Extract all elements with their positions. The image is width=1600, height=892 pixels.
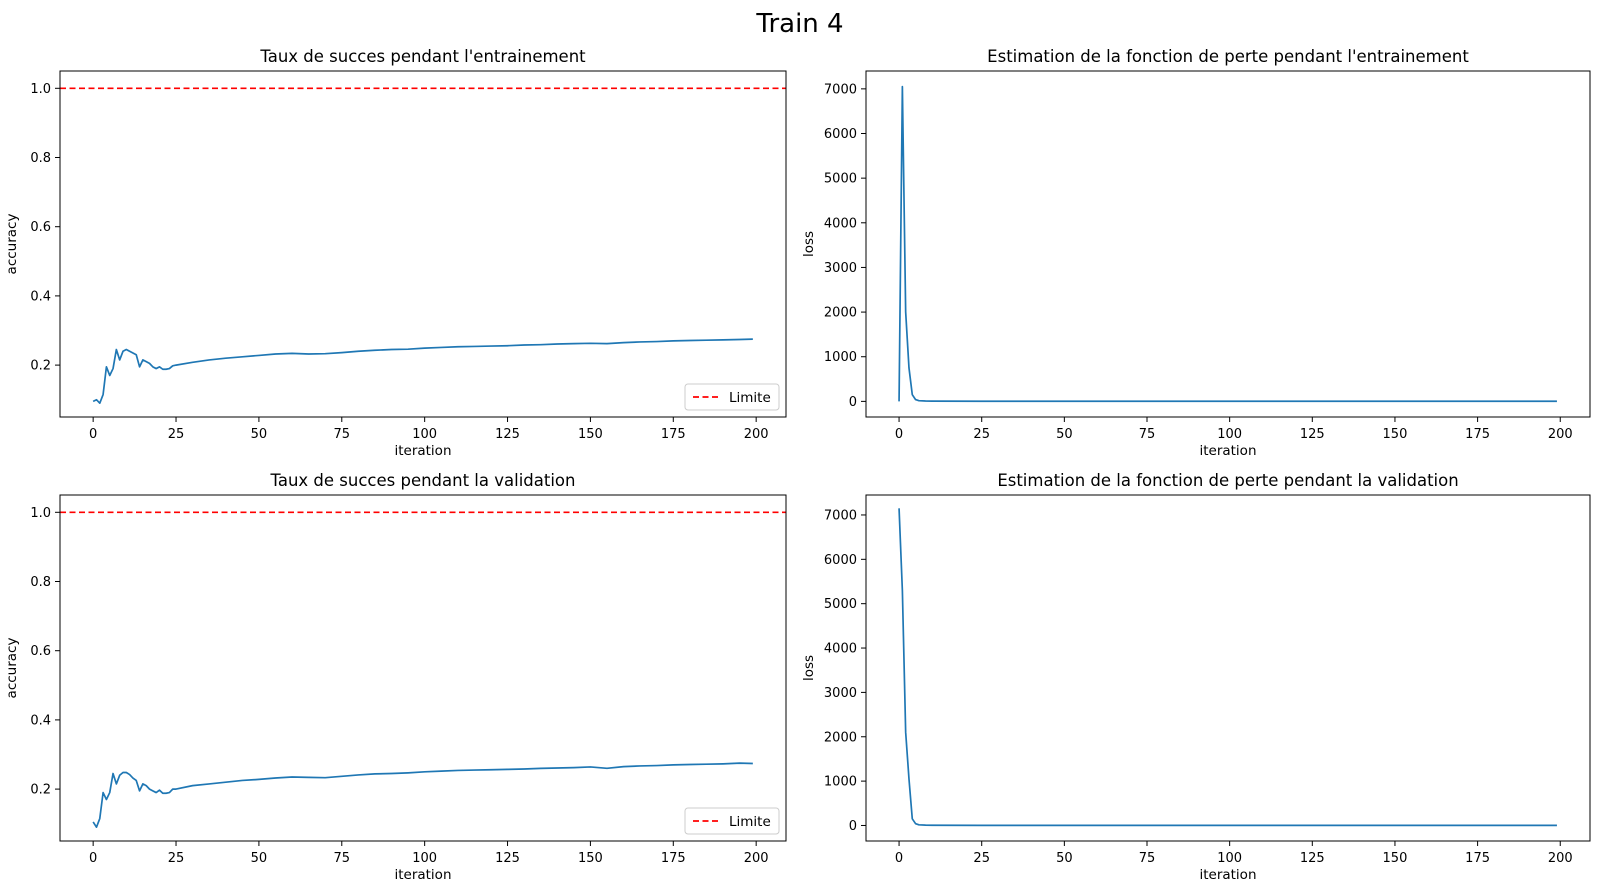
x-tick-label: 0 — [895, 851, 903, 866]
y-tick-label: 4000 — [824, 642, 857, 657]
y-axis-label: loss — [801, 231, 817, 257]
series-line — [92, 338, 753, 405]
y-tick-label: 0.8 — [30, 575, 51, 590]
x-tick-label: 50 — [1056, 851, 1073, 866]
series-line — [898, 508, 1557, 827]
x-tick-label: 150 — [578, 851, 603, 866]
y-tick-label: 0.2 — [30, 783, 51, 798]
y-tick-label: 1.0 — [30, 82, 51, 97]
axes-frame — [865, 70, 1591, 418]
chart-title: Estimation de la fonction de perte penda… — [987, 47, 1469, 66]
y-tick-label: 0.2 — [30, 359, 51, 374]
legend-label: Limite — [729, 814, 771, 830]
chart-1: Taux de succes pendant l'entrainement 0 25… — [4, 47, 787, 459]
y-tick-label: 6000 — [824, 553, 857, 568]
x-tick-label: 0 — [89, 851, 97, 866]
legend-label: Limite — [729, 390, 771, 406]
x-tick-label: 150 — [578, 427, 603, 442]
y-tick-label: 2000 — [824, 306, 857, 321]
x-tick-label: 175 — [1465, 851, 1490, 866]
x-tick-label: 75 — [334, 427, 351, 442]
plot-area — [898, 508, 1557, 827]
x-tick-label: 25 — [973, 427, 990, 442]
y-tick-label: 0 — [849, 395, 857, 410]
x-tick-label: 200 — [744, 851, 769, 866]
x-tick-label: 50 — [1056, 427, 1073, 442]
y-tick-label: 7000 — [824, 508, 857, 523]
chart-3: Taux de succes pendant la validation 0 25 5… — [4, 471, 787, 883]
y-tick-label: 1000 — [824, 350, 857, 365]
legend-box — [684, 383, 780, 411]
x-tick-label: 100 — [1217, 427, 1242, 442]
y-axis-label: accuracy — [4, 638, 20, 699]
y-tick-label: 5000 — [824, 597, 857, 612]
y-tick-label: 0.4 — [30, 289, 51, 304]
y-tick-label: 3000 — [824, 686, 857, 701]
y-tick-label: 0.6 — [30, 220, 51, 235]
x-tick-label: 175 — [661, 851, 686, 866]
x-axis-label: iteration — [1199, 867, 1256, 883]
x-tick-label: 150 — [1383, 851, 1408, 866]
chart-4: Estimation de la fonction de perte penda… — [801, 471, 1591, 883]
x-tick-label: 100 — [412, 427, 437, 442]
legend-box — [684, 807, 780, 835]
x-tick-label: 125 — [495, 851, 520, 866]
x-tick-label: 150 — [1383, 427, 1408, 442]
axes-frame — [865, 494, 1591, 842]
axes-frame — [59, 494, 787, 842]
plot-area — [60, 511, 786, 829]
x-tick-label: 0 — [895, 427, 903, 442]
y-tick-label: 0.4 — [30, 713, 51, 728]
y-tick-label: 2000 — [824, 730, 857, 745]
y-tick-label: 0.8 — [30, 151, 51, 166]
series-line — [92, 762, 753, 829]
y-tick-label: 0 — [849, 819, 857, 834]
figure-title: Train 4 — [755, 9, 843, 39]
axes-frame — [59, 70, 787, 418]
chart-title: Estimation de la fonction de perte penda… — [997, 471, 1458, 490]
series-line — [898, 85, 1557, 403]
legend: Limite — [684, 807, 780, 835]
chart-title: Taux de succes pendant la validation — [269, 471, 575, 490]
y-axis-label: loss — [801, 655, 817, 681]
y-tick-label: 5000 — [824, 172, 857, 187]
x-tick-label: 100 — [1217, 851, 1242, 866]
x-tick-label: 75 — [334, 851, 351, 866]
y-tick-label: 0.6 — [30, 644, 51, 659]
x-tick-label: 0 — [89, 427, 97, 442]
x-tick-label: 25 — [168, 427, 185, 442]
chart-title: Taux de succes pendant l'entrainement — [259, 47, 586, 66]
x-tick-label: 200 — [744, 427, 769, 442]
x-tick-label: 125 — [495, 427, 520, 442]
x-tick-label: 25 — [973, 851, 990, 866]
plot-area — [60, 87, 786, 405]
x-tick-label: 100 — [412, 851, 437, 866]
y-tick-label: 4000 — [824, 216, 857, 231]
x-tick-label: 75 — [1139, 427, 1156, 442]
x-tick-label: 200 — [1548, 427, 1573, 442]
x-tick-label: 25 — [168, 851, 185, 866]
y-tick-label: 1.0 — [30, 506, 51, 521]
plot-area — [898, 85, 1557, 403]
x-tick-label: 200 — [1548, 851, 1573, 866]
x-tick-label: 50 — [251, 851, 268, 866]
x-tick-label: 125 — [1300, 851, 1325, 866]
x-tick-label: 175 — [1465, 427, 1490, 442]
charts: Taux de succes pendant l'entrainement 0 25… — [4, 47, 1591, 883]
y-tick-label: 6000 — [824, 127, 857, 142]
y-tick-label: 3000 — [824, 261, 857, 276]
x-tick-label: 175 — [661, 427, 686, 442]
x-axis-label: iteration — [394, 443, 451, 459]
y-tick-label: 7000 — [824, 82, 857, 97]
x-axis-label: iteration — [394, 867, 451, 883]
x-tick-label: 125 — [1300, 427, 1325, 442]
x-tick-label: 50 — [251, 427, 268, 442]
y-axis-label: accuracy — [4, 214, 20, 275]
y-tick-label: 1000 — [824, 775, 857, 790]
x-axis-label: iteration — [1199, 443, 1256, 459]
legend: Limite — [684, 383, 780, 411]
x-tick-label: 75 — [1139, 851, 1156, 866]
chart-2: Estimation de la fonction de perte penda… — [801, 47, 1591, 459]
